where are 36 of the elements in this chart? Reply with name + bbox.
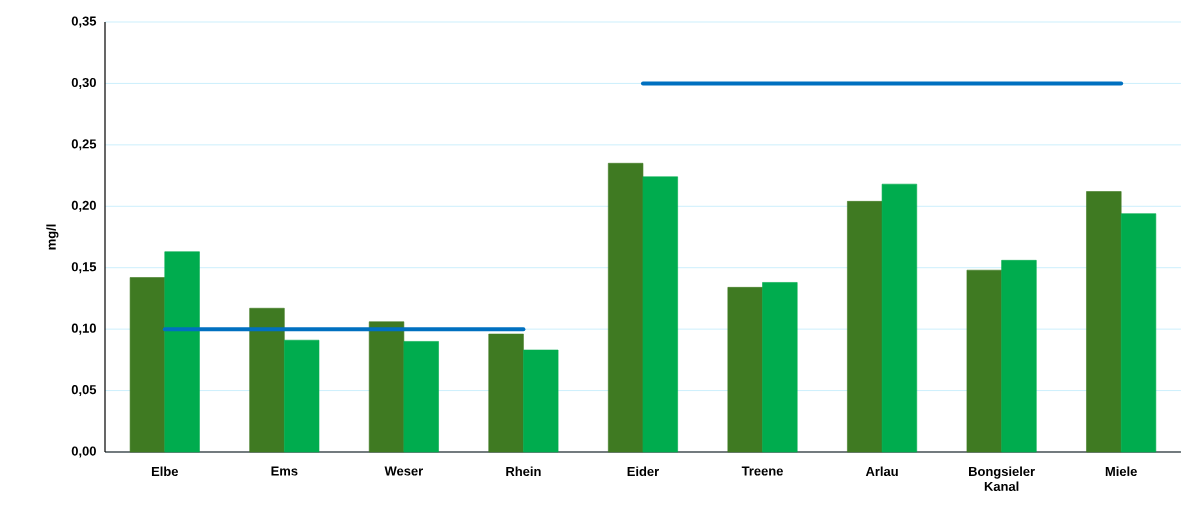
bar — [881, 183, 918, 453]
bar — [164, 251, 200, 453]
x-tick-label: Elbe — [151, 466, 179, 477]
bar — [129, 277, 166, 453]
bar — [727, 287, 763, 453]
x-tick-label: Miele — [1105, 466, 1137, 477]
bar — [368, 321, 405, 453]
bar — [762, 282, 798, 453]
bar — [642, 176, 678, 453]
bar — [284, 339, 320, 453]
bar — [966, 269, 1002, 453]
y-tick-label: 0,30 — [71, 77, 96, 89]
y-axis-title: mg/l — [46, 224, 59, 250]
x-tick-label: Rhein — [506, 466, 541, 477]
y-tick-label: 0,25 — [71, 139, 97, 151]
x-tick-label: Weser — [384, 466, 423, 476]
bar — [847, 201, 883, 453]
bar — [1086, 191, 1122, 453]
y-tick-label: 0,00 — [71, 446, 96, 458]
x-tick-label: Arlau — [865, 466, 898, 477]
bar — [523, 349, 559, 453]
x-tick-label: Bongsieler Kanal — [969, 466, 1035, 491]
y-tick-label: 0,10 — [71, 323, 96, 335]
bar — [403, 341, 439, 453]
y-tick-label: 0,15 — [71, 262, 97, 274]
x-tick-label: Eider — [627, 466, 659, 477]
y-tick-label: 0,35 — [71, 16, 97, 28]
bar — [1001, 260, 1037, 453]
y-tick-label: 0,05 — [71, 385, 97, 397]
bar — [1120, 213, 1157, 453]
bar — [488, 333, 524, 453]
x-tick-label: Ems — [271, 466, 298, 476]
y-tick-label: 0,20 — [71, 200, 96, 212]
bar — [249, 307, 285, 453]
x-tick-label: Treene — [741, 466, 783, 476]
bar — [608, 162, 644, 453]
